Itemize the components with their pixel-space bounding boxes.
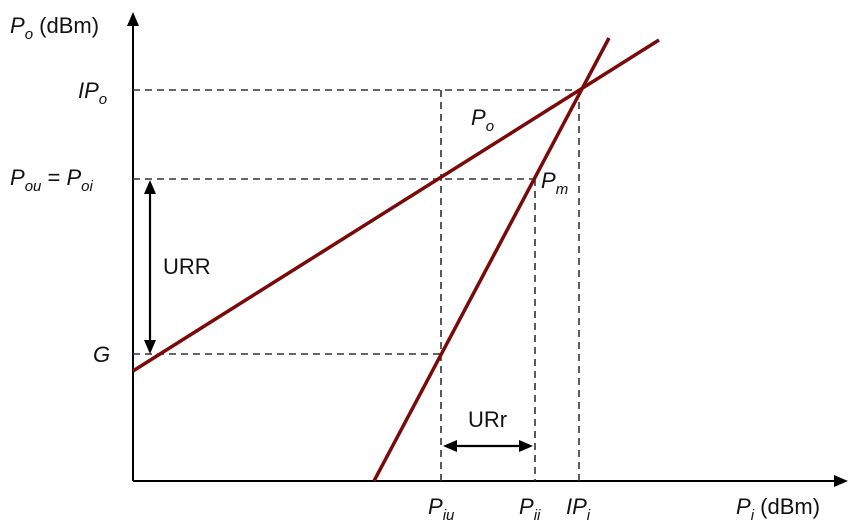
urr-small-arrow-head-right <box>519 440 533 452</box>
pm-line <box>372 37 611 482</box>
y-axis-arrowhead <box>127 12 139 26</box>
x-axis-title: Pi (dBm) <box>736 494 820 524</box>
pm-curve-label: Pm <box>541 168 568 198</box>
pii-label: Pii <box>519 494 541 524</box>
po-line <box>132 38 660 373</box>
pou-poi-label: Pou = Poi <box>10 165 93 195</box>
urr-label: URR <box>163 254 211 279</box>
urr-arrow-head-top <box>144 180 156 194</box>
po-curve-label: Po <box>471 105 494 135</box>
y-axis-title: Po (dBm) <box>10 13 99 43</box>
g-label: G <box>93 342 110 367</box>
urr-small-label: URr <box>468 407 507 432</box>
ipo-label: IPo <box>78 78 107 108</box>
ipi-label: IPi <box>566 494 591 524</box>
urr-small-arrow-head-left <box>443 440 457 452</box>
piu-label: Piu <box>428 494 455 524</box>
urr-arrow-head-bottom <box>144 340 156 354</box>
x-axis-arrowhead <box>834 475 848 487</box>
